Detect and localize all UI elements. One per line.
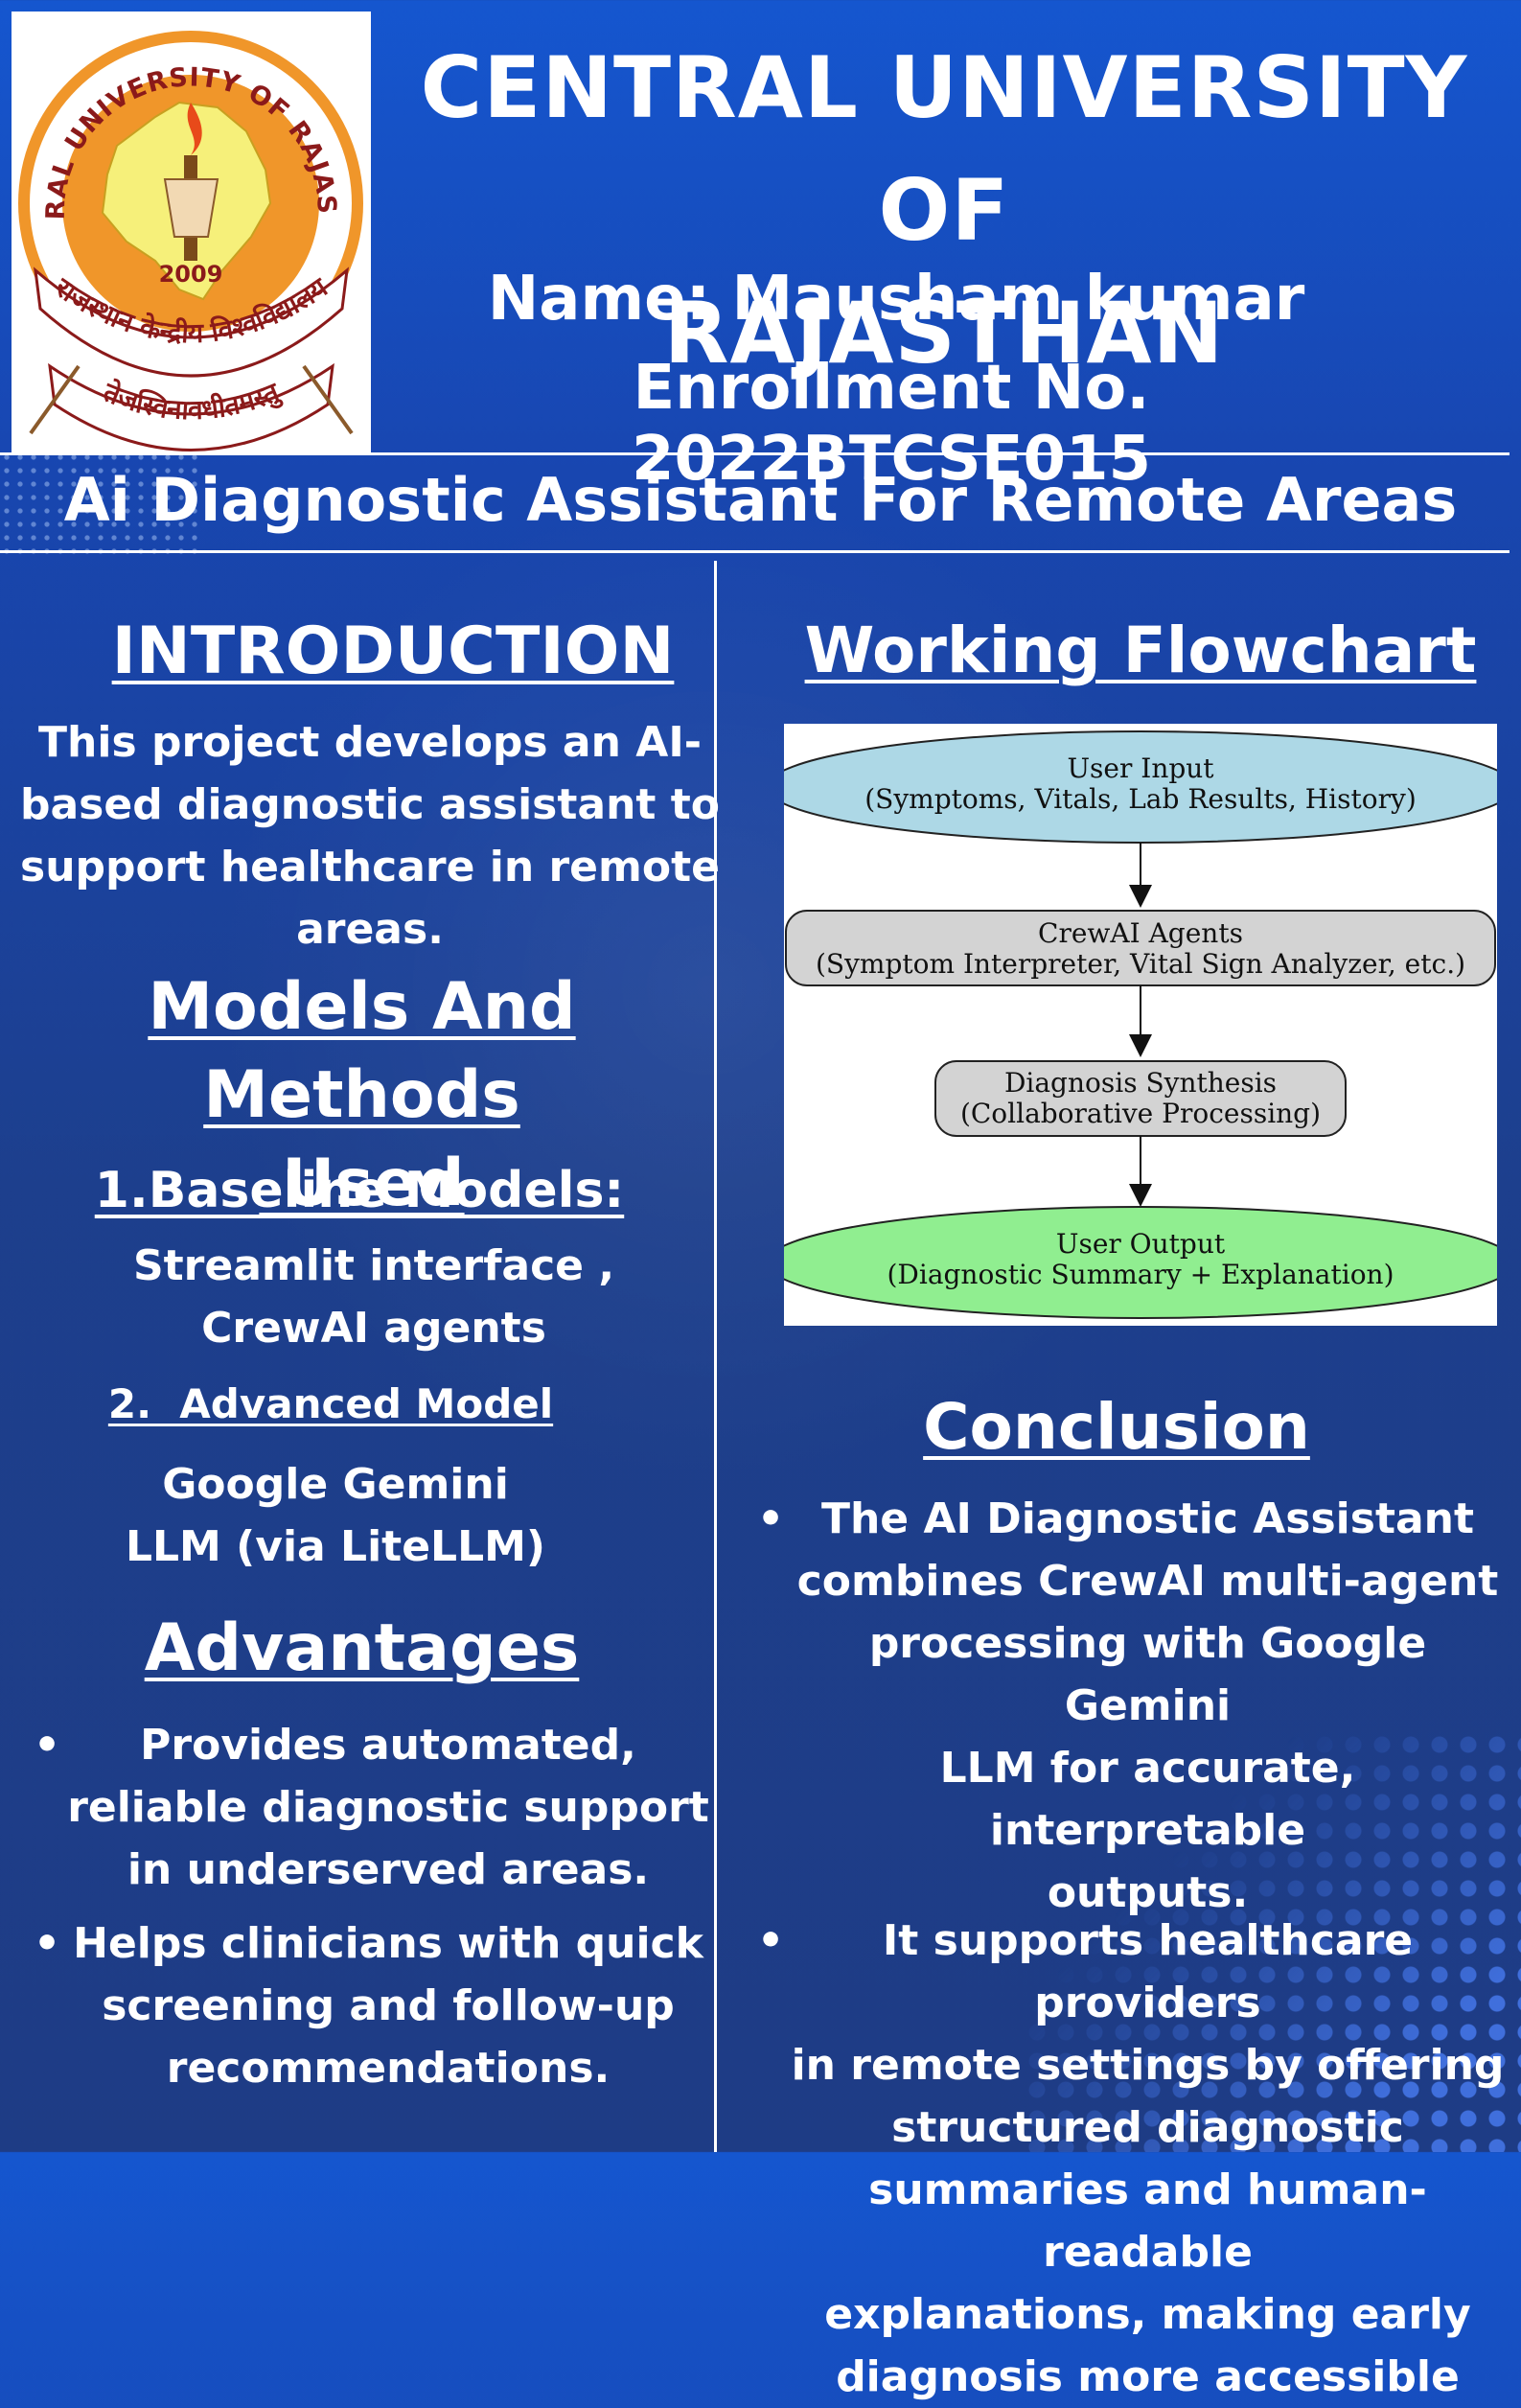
flow-node-title: CrewAI Agents: [1038, 917, 1243, 949]
introduction-line: This project develops an AI-: [38, 718, 702, 767]
flow-node-crewai-agents: CrewAI Agents (Symptom Interpreter, Vita…: [785, 910, 1496, 986]
conclusion-list: • The AI Diagnostic Assistant combines C…: [757, 1488, 1509, 2408]
introduction-line: areas.: [296, 905, 444, 954]
advantage-line: in underserved areas.: [127, 1845, 650, 1894]
flow-node-detail: (Symptoms, Vitals, Lab Results, History): [864, 783, 1417, 815]
title-divider: [0, 550, 1509, 553]
advantage-line: Provides automated,: [140, 1721, 636, 1770]
advanced-model-line: LLM (via LiteLLM): [125, 1522, 546, 1571]
university-title-line2: RAJASTHAN: [663, 284, 1225, 382]
conclusion-line: processing with Google Gemini: [868, 1619, 1427, 1730]
bullet-icon: •: [757, 1494, 785, 1543]
flow-node-detail: (Symptom Interpreter, Vital Sign Analyze…: [816, 948, 1465, 980]
advantages-heading: Advantages: [144, 1610, 580, 1686]
models-heading-line2: Used: [259, 1146, 465, 1221]
flow-node-title: Diagnosis Synthesis: [1004, 1067, 1277, 1099]
university-title: CENTRAL UNIVERSITY OF RAJASTHAN: [374, 27, 1514, 395]
flow-node-detail: (Diagnostic Summary + Explanation): [887, 1259, 1394, 1290]
flow-node-user-input: User Input (Symptoms, Vitals, Lab Result…: [784, 730, 1497, 844]
flow-node-user-output: User Output (Diagnostic Summary + Explan…: [784, 1206, 1497, 1319]
conclusion-item: • The AI Diagnostic Assistant combines C…: [757, 1488, 1509, 1924]
conclusion-item: • It supports healthcare providers in re…: [757, 1910, 1509, 2408]
conclusion-heading: Conclusion: [923, 1390, 1310, 1464]
university-logo: CENTRAL UNIVERSITY OF RAJASTHAN 2009 राज…: [12, 12, 371, 454]
conclusion-line: structured diagnostic: [891, 2103, 1404, 2152]
decorative-dots-bottom-right: [1023, 1730, 1521, 2152]
conclusion-line: combines CrewAI multi-agent: [796, 1557, 1499, 1606]
models-heading-line1: Models And Methods: [148, 969, 576, 1133]
flowchart-diagram: User Input (Symptoms, Vitals, Lab Result…: [784, 724, 1497, 1326]
flow-node-title: User Output: [1056, 1228, 1226, 1260]
flow-node-title: User Input: [1067, 752, 1214, 784]
bullet-icon: •: [34, 1721, 61, 1770]
advanced-model-text: Google Gemini LLM (via LiteLLM): [29, 1453, 642, 1578]
advantage-line: reliable diagnostic support: [67, 1783, 709, 1832]
advantage-item: • Provides automated, reliable diagnosti…: [34, 1714, 709, 1901]
conclusion-line: outputs.: [1047, 1868, 1249, 1917]
conclusion-line: LLM for accurate, interpretable: [939, 1744, 1356, 1855]
student-name: Name: Mausham kumar: [487, 264, 1305, 335]
baseline-models-text: Streamlit interface , CrewAI agents: [58, 1235, 690, 1359]
flowchart-heading: Working Flowchart: [804, 614, 1477, 687]
university-title-line1: CENTRAL UNIVERSITY OF: [420, 38, 1468, 260]
advantage-item: • Helps clinicians with quick screening …: [34, 1912, 709, 2099]
introduction-line: support healthcare in remote: [20, 843, 720, 891]
flow-node-diagnosis-synthesis: Diagnosis Synthesis (Collaborative Proce…: [934, 1060, 1347, 1137]
bullet-icon: •: [757, 1916, 785, 1965]
introduction-line: based diagnostic assistant to: [19, 780, 721, 829]
baseline-model-line: Streamlit interface ,: [132, 1241, 615, 1290]
conclusion-line: The AI Diagnostic Assistant: [820, 1494, 1475, 1543]
flow-node-detail: (Collaborative Processing): [960, 1098, 1321, 1129]
bullet-icon: •: [34, 1919, 61, 1968]
conclusion-line: summaries and human-readable: [868, 2165, 1427, 2277]
introduction-text: This project develops an AI- based diagn…: [19, 711, 721, 961]
decorative-dots-top-left: [0, 451, 201, 556]
advanced-model-line: Google Gemini: [162, 1460, 509, 1509]
enrollment-number: Enrollment No. 2022BTCSE015: [631, 353, 1152, 495]
conclusion-line: diagnosis more accessible: [836, 2352, 1460, 2401]
advanced-model-heading: 2. Advanced Model: [107, 1380, 554, 1427]
column-divider: [714, 561, 717, 2152]
advantage-line: recommendations.: [166, 2044, 611, 2093]
models-heading: Models And Methods Used: [19, 963, 704, 1228]
project-title: Ai Diagnostic Assistant For Remote Areas: [63, 465, 1458, 535]
conclusion-line: in remote settings by offering: [791, 2041, 1505, 2090]
svg-text:2009: 2009: [159, 261, 223, 288]
introduction-heading: INTRODUCTION: [111, 614, 675, 689]
conclusion-line: explanations, making early: [824, 2290, 1471, 2339]
advantages-list: • Provides automated, reliable diagnosti…: [34, 1714, 709, 2099]
baseline-model-line: CrewAI agents: [201, 1304, 546, 1353]
header-divider: [0, 452, 1509, 455]
baseline-models-heading: 1.Baseline Models:: [94, 1162, 625, 1219]
advantage-line: Helps clinicians with quick: [73, 1919, 703, 1968]
advantage-line: screening and follow-up: [102, 1981, 675, 2030]
conclusion-line: It supports healthcare providers: [882, 1916, 1414, 2027]
